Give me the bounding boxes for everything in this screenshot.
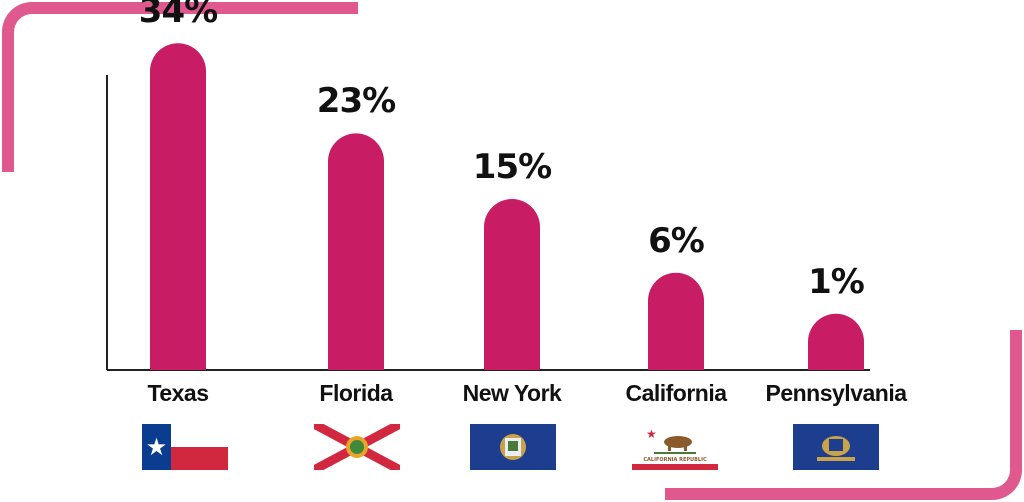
bar-texas [150, 43, 206, 370]
category-label-california: California [625, 380, 727, 406]
category-label-florida: Florida [319, 380, 393, 406]
california-flag-icon: ★ CALIFORNIA REPUBLIC [632, 424, 718, 470]
svg-text:★: ★ [646, 427, 657, 441]
bar-florida [328, 133, 384, 370]
bar-california [648, 272, 704, 370]
bar-pennsylvania [808, 313, 864, 370]
california-flag-text: CALIFORNIA REPUBLIC [643, 457, 707, 463]
value-label-new-york: 15% [472, 147, 552, 187]
florida-flag-icon [314, 424, 400, 470]
value-label-pennsylvania: 1% [808, 261, 865, 302]
category-label-pennsylvania: Pennsylvania [765, 380, 907, 406]
decorative-frame-top-left [2, 2, 358, 172]
value-label-florida: 23% [316, 81, 396, 122]
bar-new-york [484, 199, 540, 370]
value-label-texas: 34% [138, 0, 218, 32]
pennsylvania-flag-icon [793, 424, 879, 470]
category-label-texas: Texas [147, 380, 209, 406]
svg-text:★: ★ [146, 433, 168, 461]
value-label-california: 6% [648, 220, 705, 261]
category-label-new-york: New York [462, 380, 562, 406]
decorative-frame-bottom-right [665, 330, 1022, 500]
new-york-flag-icon [470, 424, 556, 470]
texas-flag-icon: ★ [142, 424, 228, 470]
